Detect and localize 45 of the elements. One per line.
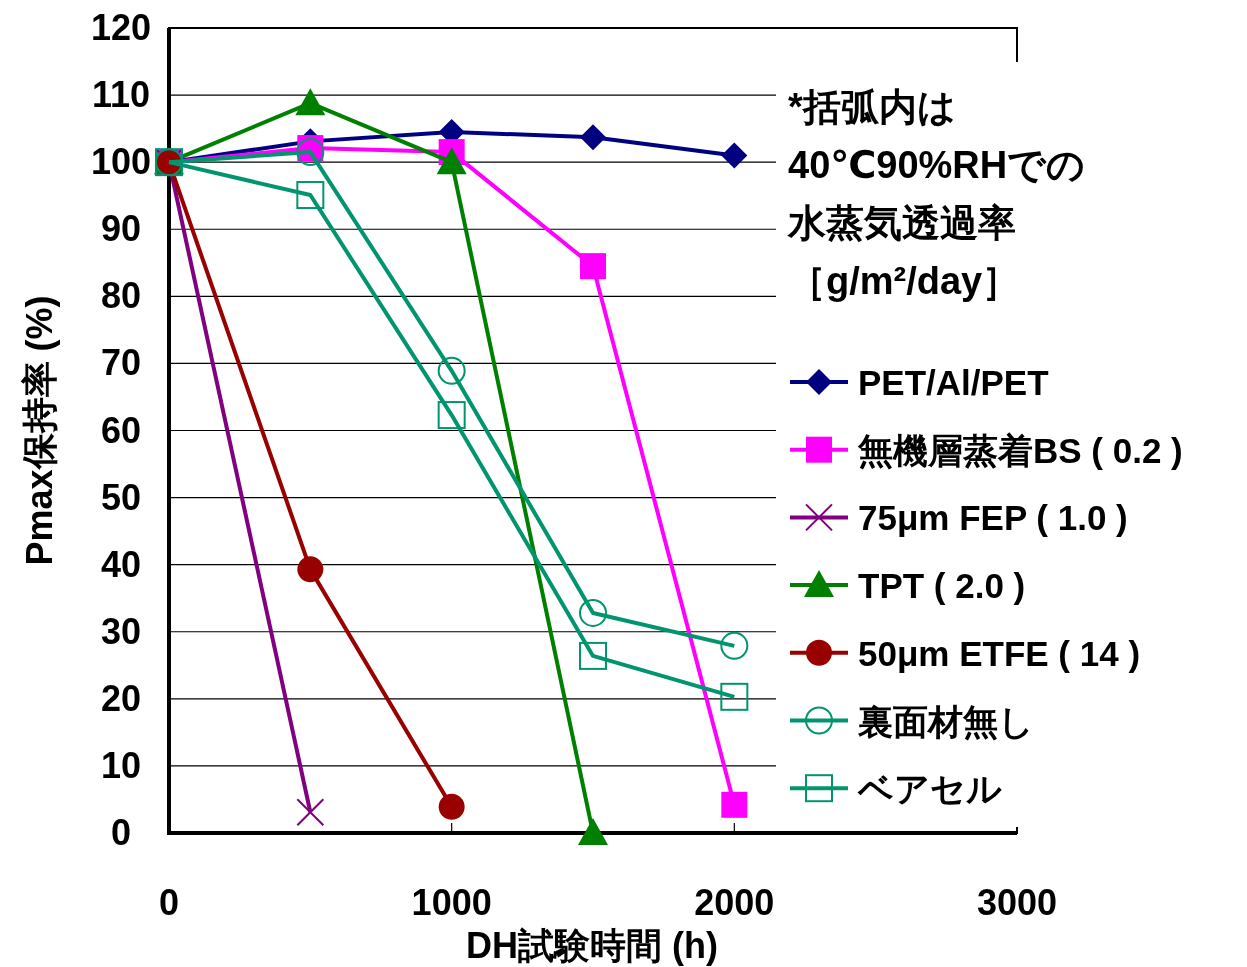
point bbox=[578, 818, 608, 845]
y-tick-label: 70 bbox=[100, 342, 142, 384]
x-tick-label: 0 bbox=[158, 882, 180, 923]
point bbox=[579, 598, 607, 627]
point bbox=[296, 181, 325, 210]
x-tick-label: 1000 bbox=[411, 882, 492, 923]
point bbox=[720, 682, 749, 711]
point bbox=[721, 142, 748, 169]
legend-label: 50μm ETFE ( 14 ) bbox=[858, 633, 1141, 673]
point bbox=[296, 138, 325, 167]
legend-title: *括弧内は40℃90%RHでの水蒸気透過率［g/m²/day］ bbox=[787, 86, 1086, 302]
y-tick-label: 110 bbox=[91, 74, 151, 116]
y-tick-label: 10 bbox=[100, 744, 142, 786]
point bbox=[297, 556, 324, 583]
point bbox=[436, 147, 467, 175]
legend-label: TPT ( 2.0 ) bbox=[858, 566, 1026, 606]
legend-label: PET/Al/PET bbox=[858, 363, 1049, 402]
x-axis-title: DH試験時間 (h) bbox=[466, 925, 718, 966]
legend-label: 無機層蒸着BS ( 0.2 ) bbox=[857, 430, 1183, 470]
y-axis-title: Pmax保持率 (%) bbox=[19, 295, 60, 566]
legend-label: ベアセル bbox=[857, 769, 1002, 809]
y-tick-label: 0 bbox=[110, 812, 132, 853]
y-tick-label: 30 bbox=[100, 610, 142, 652]
y-tick-label: 40 bbox=[100, 543, 142, 585]
legend-label: 75μm FEP ( 1.0 ) bbox=[858, 498, 1128, 538]
point bbox=[580, 124, 606, 151]
point bbox=[579, 641, 607, 670]
y-tick-label: 120 bbox=[90, 7, 152, 48]
y-tick-label: 50 bbox=[100, 476, 142, 518]
x-tick-label: 3000 bbox=[976, 882, 1058, 923]
x-tick-label: 2000 bbox=[694, 882, 775, 923]
point bbox=[720, 631, 749, 660]
point bbox=[437, 401, 466, 430]
y-tick-label: 60 bbox=[100, 409, 142, 451]
point bbox=[296, 798, 325, 827]
point bbox=[580, 253, 606, 280]
y-tick-label: 90 bbox=[100, 208, 142, 250]
point bbox=[437, 356, 466, 385]
point bbox=[721, 791, 748, 818]
legend-label: 裏面材無し bbox=[857, 701, 1034, 741]
point bbox=[438, 793, 465, 820]
point bbox=[295, 88, 326, 116]
y-tick-label: 100 bbox=[90, 141, 152, 183]
y-tick-label: 80 bbox=[100, 275, 142, 317]
y-tick-label: 20 bbox=[100, 677, 142, 719]
